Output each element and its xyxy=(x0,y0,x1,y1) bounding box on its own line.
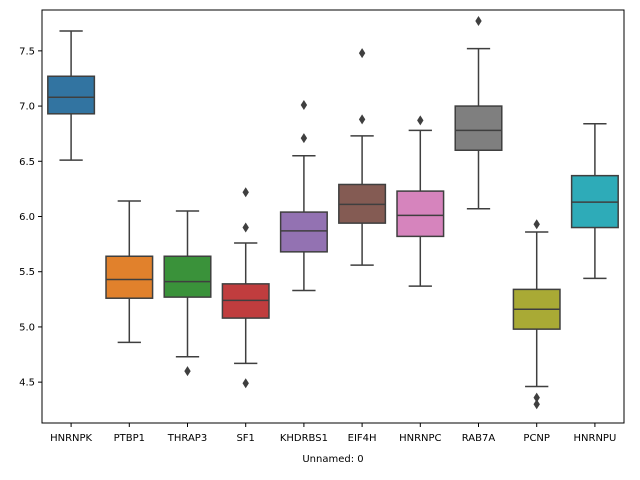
y-tick-label: 5.0 xyxy=(19,322,35,333)
outlier-point xyxy=(533,399,540,410)
box-group-eif4h xyxy=(338,48,387,266)
box-group-sf1 xyxy=(221,187,270,389)
box-group-ptbp1 xyxy=(105,200,154,344)
box-iqr xyxy=(163,255,212,298)
x-axis: HNRNPK PTBP1 THRAP3 SF1 KHDRBS1 EIF4H HNRNPC RA… xyxy=(50,423,616,444)
outlier-point xyxy=(300,99,308,110)
x-tick-label: PCNP xyxy=(523,433,550,444)
outlier-point xyxy=(242,378,249,389)
outlier-point xyxy=(358,48,366,59)
x-tick-label: HNRNPU xyxy=(574,433,617,444)
x-tick-label: SF1 xyxy=(236,433,254,444)
box-group-hnrnpu xyxy=(570,122,619,280)
box-group-khdrbs1 xyxy=(279,99,328,292)
box-group-hnrnpc xyxy=(396,115,445,287)
x-axis-title: Unnamed: 0 xyxy=(302,454,363,465)
box-iqr xyxy=(454,105,503,151)
box-group-rab7a xyxy=(454,16,503,210)
box-group-hnrnpk xyxy=(47,30,96,161)
y-tick-label: 5.5 xyxy=(19,267,35,278)
outlier-point xyxy=(358,114,366,125)
x-tick-label: KHDRBS1 xyxy=(280,433,328,444)
x-tick-label: THRAP3 xyxy=(167,433,207,444)
outlier-point xyxy=(242,222,249,233)
outlier-point xyxy=(242,187,249,198)
box-iqr xyxy=(279,211,328,253)
x-tick-label: HNRNPK xyxy=(50,433,92,444)
y-axis: 4.5 5.0 5.5 6.0 6.5 7.0 7.5 xyxy=(19,46,42,389)
outlier-point xyxy=(475,16,482,27)
box-group-pcnp xyxy=(512,219,561,410)
outlier-point xyxy=(184,366,191,377)
box-iqr xyxy=(396,190,445,238)
y-tick-label: 7.0 xyxy=(19,102,35,113)
y-tick-label: 6.5 xyxy=(19,157,35,168)
outlier-point xyxy=(533,219,540,230)
y-tick-label: 6.0 xyxy=(19,212,35,223)
outlier-point xyxy=(533,392,540,403)
box-group-thrap3 xyxy=(163,210,212,377)
outlier-point xyxy=(300,133,308,144)
x-tick-label: PTBP1 xyxy=(114,433,145,444)
outlier-point xyxy=(417,115,424,126)
x-tick-label: RAB7A xyxy=(462,433,496,444)
plot-area xyxy=(47,16,619,410)
box-iqr xyxy=(105,255,154,299)
y-tick-label: 7.5 xyxy=(19,46,35,57)
box-iqr xyxy=(47,75,96,115)
y-tick-label: 4.5 xyxy=(19,378,35,389)
x-tick-label: HNRNPC xyxy=(399,433,441,444)
x-tick-label: EIF4H xyxy=(348,433,377,444)
